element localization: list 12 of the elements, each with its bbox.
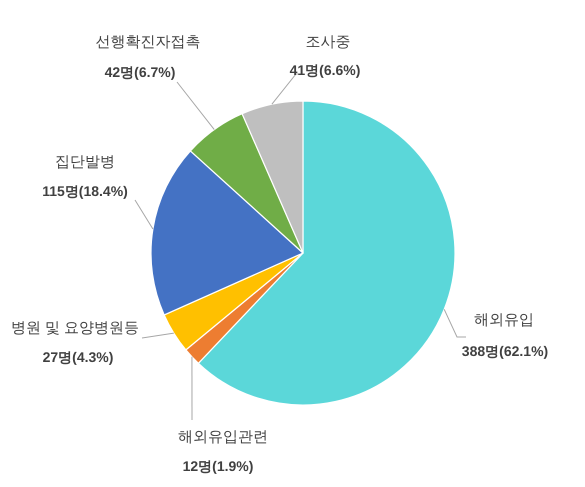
data-label: 41명(6.6%) bbox=[290, 62, 360, 78]
slice-label: 조사중 bbox=[306, 34, 350, 50]
slice-label: 병원 및 요양병원등 bbox=[10, 320, 140, 336]
slice-label: 선행확진자접촉 bbox=[96, 34, 200, 50]
data-label: 12명(1.9%) bbox=[182, 458, 254, 474]
slice-label: 해외유입 bbox=[474, 312, 534, 328]
slice-label: 집단발병 bbox=[55, 154, 115, 170]
data-label: 42명(6.7%) bbox=[104, 64, 176, 80]
data-label: 388명(62.1%) bbox=[462, 343, 548, 359]
data-label: 115명(18.4%) bbox=[42, 183, 128, 199]
data-label: 27명(4.3%) bbox=[42, 349, 114, 365]
slice-label: 해외유입관련 bbox=[178, 428, 268, 446]
